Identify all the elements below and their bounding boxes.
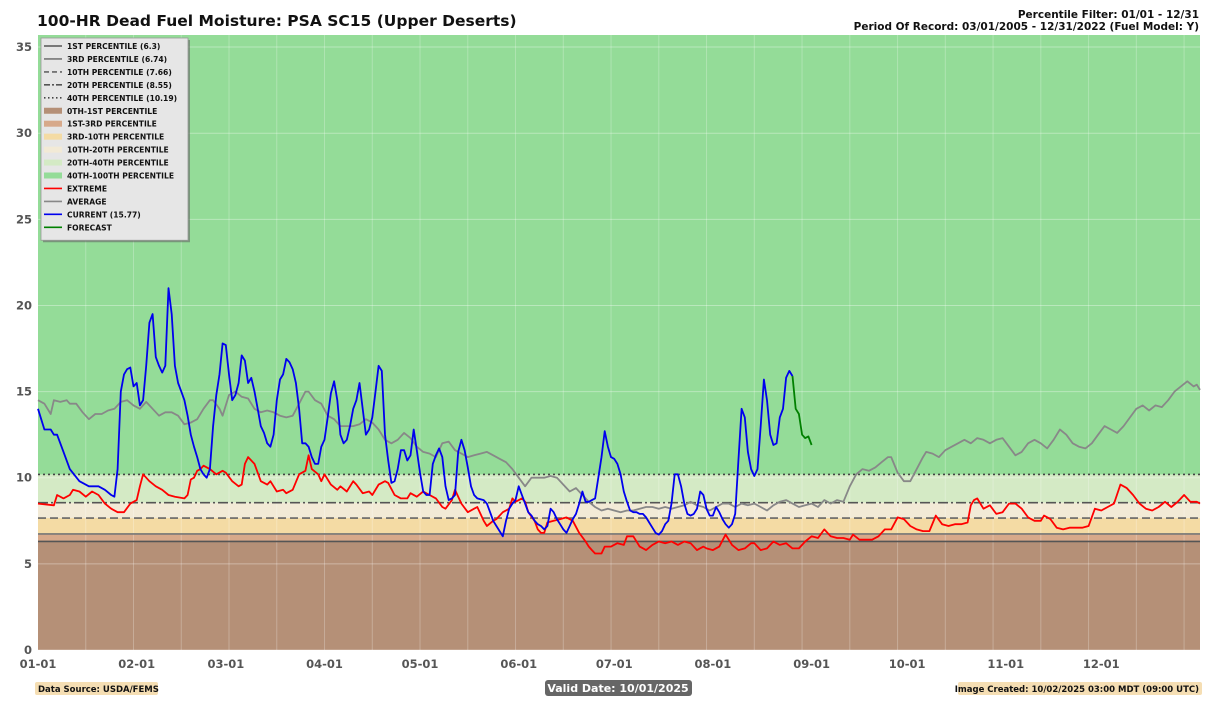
legend-label-11: EXTREME (67, 184, 107, 193)
legend-label-5: 0TH-1ST PERCENTILE (67, 107, 157, 116)
band-4 (38, 474, 1200, 503)
band-5 (38, 35, 1200, 475)
data-series (37, 287, 1201, 555)
legend-label-2: 10TH PERCENTILE (7.66) (67, 68, 172, 77)
x-tick-label-4: 05-01 (402, 657, 439, 671)
y-tick-label-3: 15 (16, 385, 32, 399)
x-tick-label-5: 06-01 (500, 657, 537, 671)
y-tick-label-5: 25 (16, 212, 32, 226)
x-tick-label-0: 01-01 (20, 657, 57, 671)
legend-swatch-7 (44, 133, 62, 140)
legend-swatch-8 (44, 146, 62, 153)
band-1 (38, 533, 1200, 542)
x-tick-label-8: 09-01 (793, 657, 830, 671)
legend-label-12: AVERAGE (67, 197, 107, 206)
legend-swatch-5 (44, 107, 62, 114)
y-tick-label-6: 30 (16, 126, 32, 140)
legend-label-13: CURRENT (15.77) (67, 210, 141, 219)
x-tick-label-7: 08-01 (695, 657, 732, 671)
legend-label-4: 40TH PERCENTILE (10.19) (67, 94, 177, 103)
legend-label-8: 10TH-20TH PERCENTILE (67, 146, 169, 155)
legend-label-1: 3RD PERCENTILE (6.74) (67, 55, 167, 64)
grid-lines (38, 35, 1200, 651)
series-average-line (37, 380, 1201, 514)
footer-created-box (958, 682, 1202, 695)
legend-swatch-9 (44, 159, 62, 166)
footer-source: Data Source: USDA/FEMS (35, 682, 159, 695)
footer-valid-date: Valid Date: 10/01/2025 (545, 680, 692, 696)
x-tick-label-3: 04-01 (306, 657, 343, 671)
percentile-lines (38, 473, 1200, 543)
legend-label-0: 1ST PERCENTILE (6.3) (67, 42, 160, 51)
x-tick-label-11: 12-01 (1083, 657, 1120, 671)
chart-title: 100-HR Dead Fuel Moisture: PSA SC15 (Upp… (37, 12, 517, 30)
x-tick-label-10: 11-01 (987, 657, 1024, 671)
y-tick-label-7: 35 (16, 40, 32, 54)
band-0 (38, 541, 1200, 650)
legend-label-9: 20TH-40TH PERCENTILE (67, 159, 169, 168)
x-tick-label-9: 10-01 (889, 657, 926, 671)
footer-created-text: Image Created: 10/02/2025 03:00 MDT (09:… (955, 685, 1199, 695)
legend-label-14: FORECAST (67, 223, 113, 232)
y-tick-label-2: 10 (16, 471, 32, 485)
x-tick-label-2: 03-01 (207, 657, 244, 671)
legend-swatch-10 (44, 172, 62, 179)
legend-box (40, 37, 189, 241)
period-of-record-text: Period Of Record: 03/01/2005 - 12/31/202… (854, 21, 1199, 33)
legend-label-10: 40TH-100TH PERCENTILE (67, 172, 174, 181)
legend-swatch-6 (44, 120, 62, 127)
footer-source-text: Data Source: USDA/FEMS (38, 685, 159, 695)
legend-label-6: 1ST-3RD PERCENTILE (67, 120, 157, 129)
plot-area (37, 35, 1201, 651)
x-axis-ticks: 01-01 02-01 03-01 04-01 05-01 06-01 07-01 08-01… (20, 657, 1120, 671)
legend-label-7: 3RD-10TH PERCENTILE (67, 133, 164, 142)
series-forecast-line (791, 376, 813, 446)
series-current-line (37, 287, 794, 538)
footer-valid-box (545, 680, 692, 696)
y-axis-ticks: 0 5 10 15 20 25 30 35 (16, 40, 32, 657)
legend-label-3: 20TH PERCENTILE (8.55) (67, 81, 172, 90)
footer-source-box (35, 682, 158, 695)
series-extreme-line (37, 454, 1201, 555)
y-tick-label-0: 0 (24, 643, 32, 657)
x-tick-label-1: 02-01 (118, 657, 155, 671)
percentile-filter-text: Percentile Filter: 01/01 - 12/31 (1018, 9, 1199, 21)
y-tick-label-1: 5 (24, 557, 32, 571)
legend: 1ST PERCENTILE (6.3) 3RD PERCENTILE (6.74… (40, 37, 190, 243)
y-tick-label-4: 20 (16, 298, 32, 312)
x-tick-label-6: 07-01 (596, 657, 633, 671)
footer-valid-text: Valid Date: 10/01/2025 (547, 682, 688, 695)
band-3 (38, 502, 1200, 519)
percentile-bands (38, 35, 1200, 650)
band-2 (38, 518, 1200, 534)
footer-created: Image Created: 10/02/2025 03:00 MDT (09:… (955, 682, 1202, 695)
